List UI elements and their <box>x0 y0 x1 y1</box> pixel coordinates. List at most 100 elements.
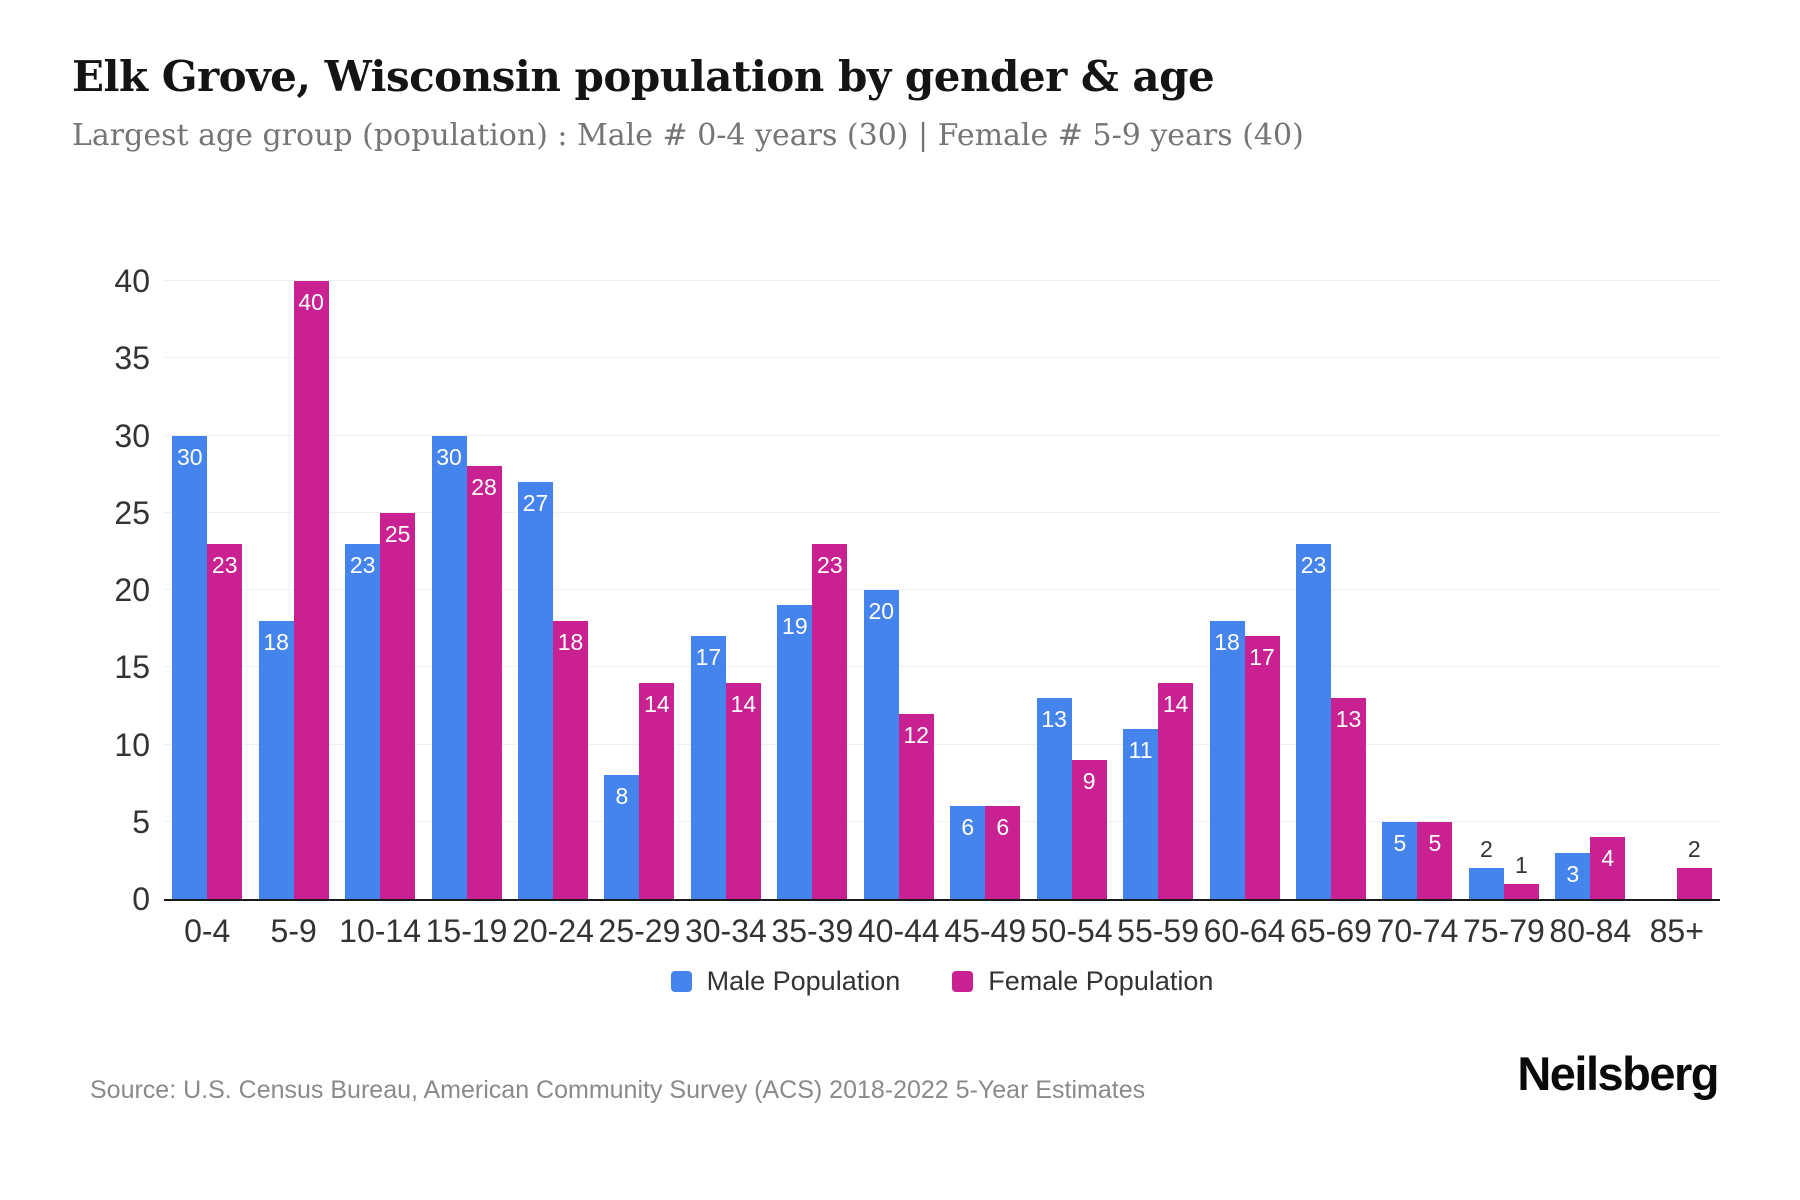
gridline <box>164 357 1720 359</box>
bar-male-75-79 <box>1468 868 1504 899</box>
bar-value-label: 40 <box>298 289 324 315</box>
bar-female-75-79 <box>1503 883 1539 899</box>
gridline <box>164 820 1720 822</box>
chart-title: Elk Grove, Wisconsin population by gende… <box>72 52 1215 101</box>
bar-value-label: 14 <box>644 690 670 717</box>
x-axis-category-label: 70-74 <box>1376 913 1459 949</box>
bar-male-10-14 <box>345 543 381 899</box>
legend-swatch <box>670 971 692 992</box>
y-axis-tick-label: 40 <box>114 263 150 299</box>
bar-male-45-49 <box>950 806 986 899</box>
bar-male-65-69 <box>1296 543 1331 899</box>
bar-male-35-39 <box>777 605 813 899</box>
bar-female-70-74 <box>1417 821 1453 899</box>
y-axis-tick-label: 30 <box>114 417 150 454</box>
bar-female-55-59 <box>1158 682 1194 899</box>
x-axis-category-label: 60-64 <box>1203 913 1286 949</box>
bar-female-85- <box>1676 868 1712 899</box>
x-axis-category-label: 75-79 <box>1462 913 1545 949</box>
bar-value-label: 28 <box>471 474 497 501</box>
bar-value-label: 25 <box>384 520 411 547</box>
x-axis-category-label: 10-14 <box>339 913 422 949</box>
gridline <box>164 280 1720 281</box>
bar-value-label: 23 <box>817 551 843 578</box>
bar-female-0-4 <box>207 543 243 899</box>
bar-value-label: 2 <box>1479 836 1493 863</box>
bar-female-50-54 <box>1071 759 1107 899</box>
bar-value-label: 13 <box>1335 706 1362 733</box>
y-axis-tick-label: 10 <box>114 726 150 763</box>
y-axis-tick-label: 0 <box>132 881 150 917</box>
bar-value-label: 14 <box>1162 690 1189 717</box>
bar-female-60-64 <box>1244 636 1280 899</box>
bar-female-80-84 <box>1590 837 1626 899</box>
chart-legend: Male Population Female Population <box>164 966 1720 997</box>
bar-value-label: 30 <box>436 443 462 470</box>
bar-value-label: 2 <box>1687 836 1701 863</box>
bar-female-15-19 <box>466 466 502 899</box>
bar-value-label: 17 <box>1249 644 1275 671</box>
y-axis-tick-label: 5 <box>132 803 150 840</box>
bar-male-30-34 <box>690 636 726 899</box>
bar-value-label: 18 <box>557 628 584 655</box>
x-axis-category-label: 40-44 <box>857 913 940 949</box>
chart-subtitle: Largest age group (population) : Male # … <box>72 118 1304 153</box>
bar-value-label: 6 <box>996 814 1010 841</box>
bar-female-10-14 <box>380 512 416 899</box>
gridline <box>164 434 1720 436</box>
x-axis-category-label: 55-59 <box>1117 913 1200 949</box>
legend-item-female-population: Female Population <box>952 966 1213 997</box>
bar-value-label: 6 <box>961 814 975 841</box>
bar-value-label: 19 <box>782 613 808 640</box>
bar-male-80-84 <box>1555 852 1591 899</box>
bar-value-label: 1 <box>1514 851 1528 878</box>
bar-female-40-44 <box>898 713 934 899</box>
bar-male-0-4 <box>172 435 208 899</box>
y-axis-tick-label: 25 <box>114 494 150 531</box>
x-axis-category-label: 45-49 <box>944 913 1027 949</box>
gridline <box>164 666 1720 668</box>
bar-value-label: 23 <box>349 551 376 578</box>
bar-value-label: 13 <box>1041 706 1067 733</box>
bar-male-60-64 <box>1209 620 1245 899</box>
bar-value-label: 20 <box>868 598 895 624</box>
source-note: Source: U.S. Census Bureau, American Com… <box>90 1076 1146 1104</box>
x-axis-category-label: 80-84 <box>1549 913 1632 949</box>
bar-value-label: 23 <box>211 551 238 578</box>
legend-label: Female Population <box>988 966 1214 996</box>
bar-value-label: 3 <box>1566 860 1580 887</box>
bar-value-label: 27 <box>522 489 549 516</box>
bar-value-label: 12 <box>903 721 930 748</box>
bar-female-5-9 <box>293 281 329 899</box>
bar-value-label: 18 <box>1214 628 1240 655</box>
x-axis-category-label: 25-29 <box>598 913 681 949</box>
x-axis-category-label: 0-4 <box>184 913 231 949</box>
plot-area: 0 5 10 15 20 25 30 35 40 0-4 30 23 5-9 18 40 10-14 23 25 1… <box>114 265 1720 949</box>
bar-female-45-49 <box>985 806 1021 899</box>
legend-swatch <box>952 971 974 992</box>
y-axis-tick-label: 15 <box>114 649 150 686</box>
bar-value-label: 5 <box>1428 829 1442 856</box>
x-axis-category-label: 15-19 <box>425 913 508 949</box>
gridline <box>164 743 1720 745</box>
bar-male-25-29 <box>604 775 640 899</box>
bar-value-label: 9 <box>1082 767 1096 794</box>
bar-value-label: 14 <box>730 690 757 717</box>
bar-female-30-34 <box>725 682 761 899</box>
bar-value-label: 5 <box>1393 829 1407 856</box>
bar-value-label: 4 <box>1601 845 1615 872</box>
x-axis-category-label: 50-54 <box>1030 913 1113 949</box>
bar-value-label: 8 <box>615 783 629 810</box>
bar-female-35-39 <box>812 543 848 899</box>
gridline <box>164 511 1720 513</box>
x-axis-category-label: 35-39 <box>771 913 854 949</box>
bar-value-label: 17 <box>695 644 722 671</box>
y-axis-tick-label: 35 <box>114 340 150 377</box>
bar-value-label: 18 <box>263 628 289 655</box>
x-axis-category-label: 5-9 <box>270 913 317 949</box>
legend-item-male-population: Male Population <box>670 966 901 997</box>
bar-male-15-19 <box>431 435 467 899</box>
legend-label: Male Population <box>706 966 901 996</box>
x-axis-category-label: 65-69 <box>1290 913 1372 949</box>
bar-value-label: 11 <box>1128 737 1153 764</box>
